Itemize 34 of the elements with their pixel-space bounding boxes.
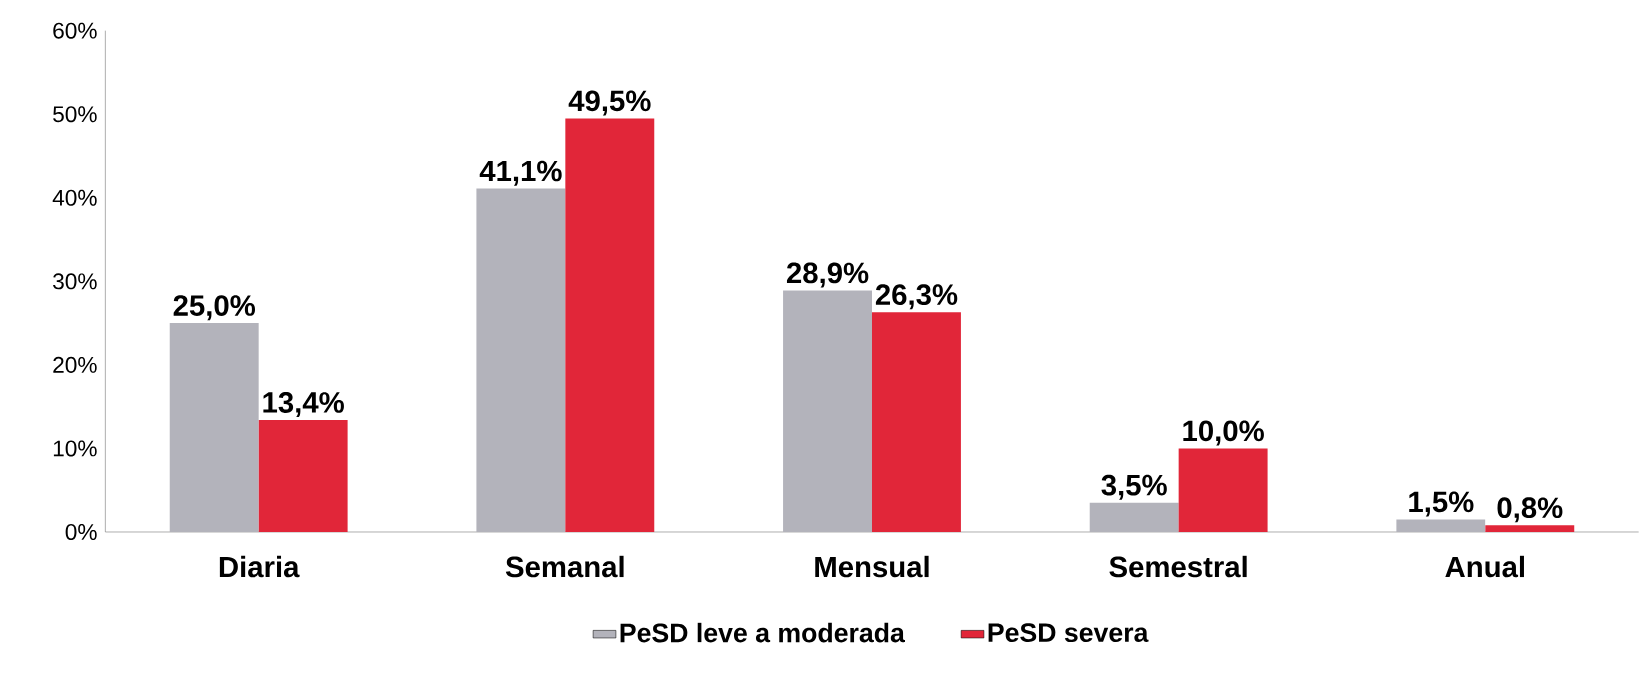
y-tick-label: 20% xyxy=(53,356,97,373)
data-label: 1,5% xyxy=(1409,491,1474,517)
data-label: 26,3% xyxy=(875,284,958,310)
bar xyxy=(565,118,655,532)
y-tick-label: 30% xyxy=(53,273,97,290)
data-label: 10,0% xyxy=(1183,420,1264,446)
y-tick-label: 60% xyxy=(53,22,97,39)
x-tick-label: Anual xyxy=(1445,555,1524,578)
y-tick-label: 0% xyxy=(65,523,97,541)
y-tick-label: 50% xyxy=(53,106,97,123)
bar xyxy=(783,290,872,532)
data-label: 3,5% xyxy=(1101,474,1167,500)
y-tick-label: 40% xyxy=(52,189,97,206)
legend-label: PeSD severa xyxy=(988,623,1149,643)
bar xyxy=(1178,448,1268,532)
data-label: 41,1% xyxy=(479,160,562,186)
bar xyxy=(1396,519,1486,532)
bar xyxy=(476,188,566,532)
x-tick-label: Mensual xyxy=(815,555,929,578)
bar xyxy=(1089,502,1179,532)
data-label: 13,4% xyxy=(263,392,344,418)
data-label: 49,5% xyxy=(568,90,651,116)
x-tick-label: Semestral xyxy=(1109,555,1247,578)
bar xyxy=(872,312,961,532)
bar xyxy=(1485,525,1575,532)
data-label: 25,0% xyxy=(173,295,256,321)
data-label: 28,9% xyxy=(786,262,869,288)
data-label: 0,8% xyxy=(1497,497,1563,523)
legend-label: PeSD leve a moderada xyxy=(620,622,906,643)
x-tick-label: Semanal xyxy=(505,555,624,578)
bar xyxy=(258,420,348,532)
y-tick-label: 10% xyxy=(53,440,97,457)
x-tick-label: Diaria xyxy=(219,555,300,578)
bar xyxy=(169,323,259,532)
